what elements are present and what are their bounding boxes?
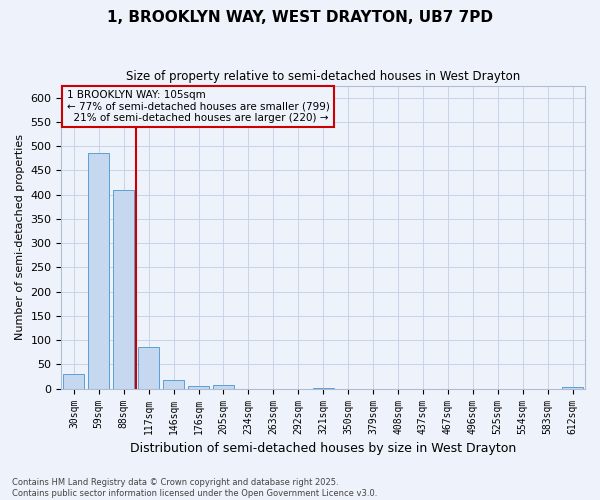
Bar bbox=[63, 374, 85, 388]
Bar bbox=[88, 154, 109, 388]
Bar bbox=[163, 380, 184, 388]
Bar bbox=[213, 386, 234, 388]
Text: 1 BROOKLYN WAY: 105sqm
← 77% of semi-detached houses are smaller (799)
  21% of : 1 BROOKLYN WAY: 105sqm ← 77% of semi-det… bbox=[67, 90, 329, 124]
Y-axis label: Number of semi-detached properties: Number of semi-detached properties bbox=[15, 134, 25, 340]
Bar bbox=[562, 387, 583, 388]
Text: 1, BROOKLYN WAY, WEST DRAYTON, UB7 7PD: 1, BROOKLYN WAY, WEST DRAYTON, UB7 7PD bbox=[107, 10, 493, 25]
Bar bbox=[138, 348, 159, 389]
X-axis label: Distribution of semi-detached houses by size in West Drayton: Distribution of semi-detached houses by … bbox=[130, 442, 517, 455]
Bar bbox=[113, 190, 134, 388]
Bar bbox=[188, 386, 209, 388]
Text: Contains HM Land Registry data © Crown copyright and database right 2025.
Contai: Contains HM Land Registry data © Crown c… bbox=[12, 478, 377, 498]
Title: Size of property relative to semi-detached houses in West Drayton: Size of property relative to semi-detach… bbox=[126, 70, 520, 83]
